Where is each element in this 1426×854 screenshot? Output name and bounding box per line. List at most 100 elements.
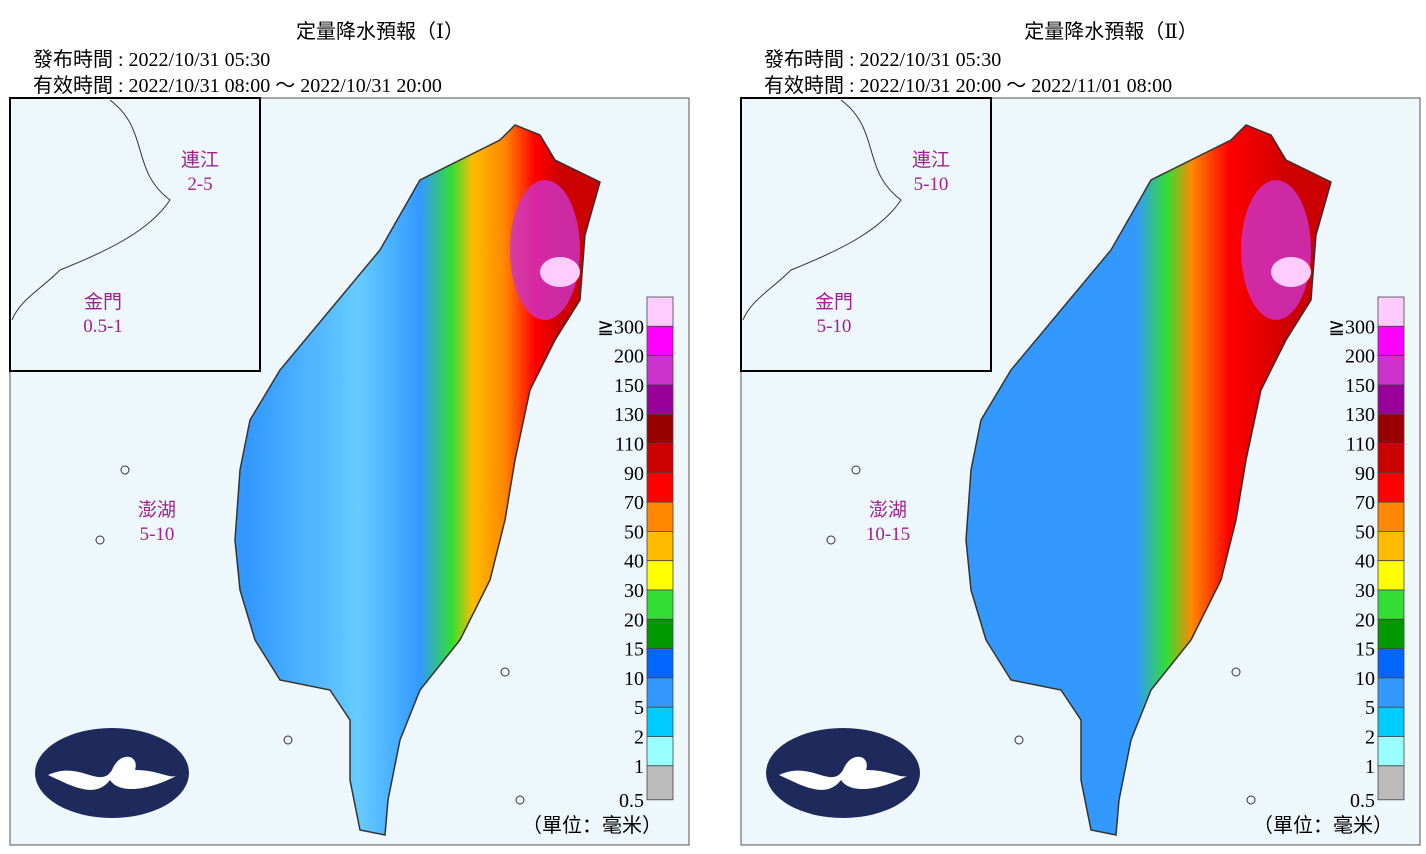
island-rainfall: 5-10 xyxy=(914,174,949,195)
map-panel: 定量降水預報（Ⅰ） 發布時間 : 2022/10/31 05:30 有效時間 : 2… xyxy=(9,20,690,846)
legend-swatch xyxy=(646,355,674,386)
legend-label: 15 xyxy=(1355,639,1375,661)
coastline xyxy=(11,99,171,321)
legend-swatch xyxy=(646,706,674,737)
island-name: 連江 xyxy=(912,149,950,171)
inset-frame xyxy=(9,97,261,372)
legend-label: 5 xyxy=(1365,697,1375,719)
legend-label: 20 xyxy=(624,609,644,631)
heavy-rain-north xyxy=(1241,180,1311,320)
legend-label: ≧300 xyxy=(597,316,644,338)
taiwan-rainfall xyxy=(965,124,1332,836)
legend-swatch xyxy=(646,501,674,532)
legend-label: 1 xyxy=(634,756,644,778)
island-name: 金門 xyxy=(815,291,853,313)
island-rainfall: 5-10 xyxy=(817,316,852,337)
valid-time: 有效時間 : 2022/10/31 20:00 ～ 2022/11/01 08:… xyxy=(764,74,1172,97)
legend-label: 15 xyxy=(624,639,644,661)
legend-swatch xyxy=(646,472,674,503)
legend-label: 30 xyxy=(624,580,644,602)
legend-swatch xyxy=(646,765,674,801)
legend-swatch xyxy=(1377,325,1405,356)
island-name: 金門 xyxy=(84,291,122,313)
island-rainfall: 0.5-1 xyxy=(83,316,123,337)
legend-label: 40 xyxy=(624,551,644,573)
legend-label: 2 xyxy=(634,727,644,749)
legend-label: 50 xyxy=(624,521,644,543)
logo-cloud xyxy=(48,756,178,790)
legend-swatch xyxy=(1377,472,1405,503)
legend-label: 0.5 xyxy=(619,790,644,812)
legend-label: 10 xyxy=(1355,668,1375,690)
legend-label: 90 xyxy=(624,463,644,485)
legend-swatch xyxy=(1377,413,1405,444)
legend-label: 1 xyxy=(1365,756,1375,778)
legend-label: 200 xyxy=(614,346,644,368)
panel-title: 定量降水預報（Ⅱ） xyxy=(1024,20,1198,43)
legend-swatch xyxy=(646,443,674,474)
issue-time: 發布時間 : 2022/10/31 05:30 xyxy=(764,48,1001,71)
legend-swatch xyxy=(646,531,674,562)
legend-label: 90 xyxy=(1355,463,1375,485)
legend-swatch xyxy=(1377,355,1405,386)
legend-swatch xyxy=(646,384,674,415)
issue-time: 發布時間 : 2022/10/31 05:30 xyxy=(33,48,270,71)
heavy-rain-north xyxy=(510,180,580,320)
island xyxy=(95,535,105,545)
panel-title: 定量降水預報（Ⅰ） xyxy=(296,20,464,43)
legend-swatch xyxy=(1377,589,1405,620)
legend-swatch xyxy=(1377,736,1405,767)
island xyxy=(515,795,525,805)
legend-swatch xyxy=(646,618,674,649)
island xyxy=(1246,795,1256,805)
legend-label: 30 xyxy=(1355,580,1375,602)
legend-swatch xyxy=(646,296,674,327)
island-name: 澎湖 xyxy=(869,499,907,521)
legend-swatch xyxy=(1377,531,1405,562)
island xyxy=(851,465,861,475)
island xyxy=(826,535,836,545)
legend-label: 2 xyxy=(1365,727,1375,749)
legend-swatch xyxy=(1377,384,1405,415)
legend-swatch xyxy=(1377,648,1405,679)
legend-label: 70 xyxy=(624,492,644,514)
legend-swatch xyxy=(1377,677,1405,708)
island xyxy=(120,465,130,475)
legend-label: 110 xyxy=(615,434,644,456)
legend-label: ≧300 xyxy=(1328,316,1375,338)
coastline xyxy=(742,99,902,321)
legend-label: 5 xyxy=(634,697,644,719)
legend-label: 150 xyxy=(614,375,644,397)
island xyxy=(500,667,510,677)
inset-frame xyxy=(740,97,992,372)
island-name: 連江 xyxy=(181,149,219,171)
map-panel: 定量降水預報（Ⅱ） 發布時間 : 2022/10/31 05:30 有效時間 : 2… xyxy=(740,20,1421,846)
legend-label: 0.5 xyxy=(1350,790,1375,812)
legend-swatch xyxy=(1377,618,1405,649)
island xyxy=(1014,735,1024,745)
legend-label: 130 xyxy=(1345,404,1375,426)
legend-swatch xyxy=(1377,296,1405,327)
island xyxy=(283,735,293,745)
legend-swatch xyxy=(646,589,674,620)
island xyxy=(1231,667,1241,677)
legend-label: 150 xyxy=(1345,375,1375,397)
legend-swatch xyxy=(646,325,674,356)
legend-swatch xyxy=(646,560,674,591)
legend-label: 40 xyxy=(1355,551,1375,573)
legend-swatch xyxy=(646,677,674,708)
unit-label: （單位：毫米） xyxy=(1253,814,1393,837)
legend-swatch xyxy=(646,648,674,679)
island-rainfall: 2-5 xyxy=(187,174,212,195)
legend-swatch xyxy=(646,736,674,767)
valid-time: 有效時間 : 2022/10/31 08:00 ～ 2022/10/31 20:… xyxy=(33,74,442,97)
peak-rain xyxy=(1271,257,1311,287)
legend-swatch xyxy=(646,413,674,444)
legend-swatch xyxy=(1377,765,1405,801)
unit-label: （單位：毫米） xyxy=(522,814,662,837)
logo-cloud xyxy=(779,756,909,790)
legend-label: 50 xyxy=(1355,521,1375,543)
legend-swatch xyxy=(1377,501,1405,532)
legend-label: 20 xyxy=(1355,609,1375,631)
